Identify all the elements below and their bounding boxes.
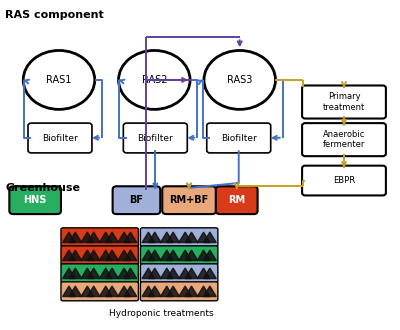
Polygon shape — [69, 232, 82, 243]
Polygon shape — [167, 250, 180, 261]
Text: BF: BF — [130, 195, 144, 205]
Polygon shape — [142, 232, 155, 243]
FancyBboxPatch shape — [216, 186, 258, 214]
Polygon shape — [179, 268, 192, 279]
Polygon shape — [118, 268, 130, 279]
FancyBboxPatch shape — [28, 123, 92, 153]
Polygon shape — [124, 286, 137, 297]
Polygon shape — [204, 286, 216, 297]
Polygon shape — [87, 232, 100, 243]
Polygon shape — [99, 286, 112, 297]
Polygon shape — [197, 286, 210, 297]
FancyBboxPatch shape — [302, 123, 386, 156]
Polygon shape — [148, 286, 161, 297]
FancyBboxPatch shape — [140, 246, 218, 265]
Polygon shape — [81, 286, 94, 297]
Text: Biofilter: Biofilter — [138, 134, 173, 143]
Polygon shape — [63, 268, 75, 279]
Polygon shape — [118, 250, 130, 261]
Polygon shape — [185, 268, 198, 279]
Text: RAS1: RAS1 — [46, 75, 72, 85]
Polygon shape — [160, 286, 173, 297]
Text: RAS component: RAS component — [5, 10, 104, 19]
Polygon shape — [179, 232, 192, 243]
Polygon shape — [124, 232, 137, 243]
Text: RM+BF: RM+BF — [170, 195, 209, 205]
Polygon shape — [69, 268, 82, 279]
Polygon shape — [106, 268, 118, 279]
Text: HNS: HNS — [24, 195, 47, 205]
Polygon shape — [148, 268, 161, 279]
Polygon shape — [167, 232, 180, 243]
Text: RAS2: RAS2 — [142, 75, 167, 85]
Polygon shape — [148, 250, 161, 261]
Polygon shape — [185, 232, 198, 243]
Text: Hydroponic treatments: Hydroponic treatments — [109, 309, 213, 318]
FancyBboxPatch shape — [123, 123, 187, 153]
Polygon shape — [179, 286, 192, 297]
Polygon shape — [106, 232, 118, 243]
Text: RM: RM — [228, 195, 245, 205]
Polygon shape — [106, 286, 118, 297]
Polygon shape — [124, 268, 137, 279]
Text: Greenhouse: Greenhouse — [5, 183, 80, 193]
FancyBboxPatch shape — [207, 123, 271, 153]
Polygon shape — [167, 268, 180, 279]
FancyBboxPatch shape — [61, 246, 138, 265]
Polygon shape — [118, 286, 130, 297]
Polygon shape — [204, 268, 216, 279]
FancyBboxPatch shape — [302, 85, 386, 118]
Polygon shape — [179, 250, 192, 261]
Polygon shape — [69, 250, 82, 261]
FancyBboxPatch shape — [140, 228, 218, 247]
Polygon shape — [148, 232, 161, 243]
Polygon shape — [142, 286, 155, 297]
Text: RAS3: RAS3 — [227, 75, 252, 85]
Polygon shape — [124, 250, 137, 261]
FancyBboxPatch shape — [61, 264, 138, 283]
FancyBboxPatch shape — [61, 282, 138, 301]
Polygon shape — [99, 268, 112, 279]
Polygon shape — [99, 232, 112, 243]
Polygon shape — [81, 268, 94, 279]
Polygon shape — [142, 250, 155, 261]
Polygon shape — [63, 232, 75, 243]
FancyBboxPatch shape — [302, 166, 386, 195]
Polygon shape — [160, 268, 173, 279]
Polygon shape — [160, 250, 173, 261]
Polygon shape — [204, 232, 216, 243]
Polygon shape — [197, 268, 210, 279]
Polygon shape — [185, 286, 198, 297]
Polygon shape — [69, 286, 82, 297]
Polygon shape — [87, 250, 100, 261]
Polygon shape — [185, 250, 198, 261]
Text: Biofilter: Biofilter — [221, 134, 257, 143]
FancyBboxPatch shape — [140, 282, 218, 301]
Polygon shape — [197, 232, 210, 243]
Text: EBPR: EBPR — [333, 176, 355, 185]
Text: Primary
treatment: Primary treatment — [323, 92, 365, 112]
Polygon shape — [197, 250, 210, 261]
Text: Biofilter: Biofilter — [42, 134, 78, 143]
Polygon shape — [87, 286, 100, 297]
Polygon shape — [63, 286, 75, 297]
Polygon shape — [81, 250, 94, 261]
FancyBboxPatch shape — [9, 186, 61, 214]
Polygon shape — [106, 250, 118, 261]
FancyBboxPatch shape — [162, 186, 216, 214]
Polygon shape — [99, 250, 112, 261]
Polygon shape — [142, 268, 155, 279]
FancyBboxPatch shape — [113, 186, 160, 214]
Polygon shape — [63, 250, 75, 261]
Text: Anaerobic
fermenter: Anaerobic fermenter — [323, 130, 365, 149]
FancyBboxPatch shape — [61, 228, 138, 247]
Polygon shape — [87, 268, 100, 279]
Polygon shape — [160, 232, 173, 243]
Polygon shape — [81, 232, 94, 243]
Polygon shape — [167, 286, 180, 297]
Polygon shape — [204, 250, 216, 261]
Polygon shape — [118, 232, 130, 243]
FancyBboxPatch shape — [140, 264, 218, 283]
